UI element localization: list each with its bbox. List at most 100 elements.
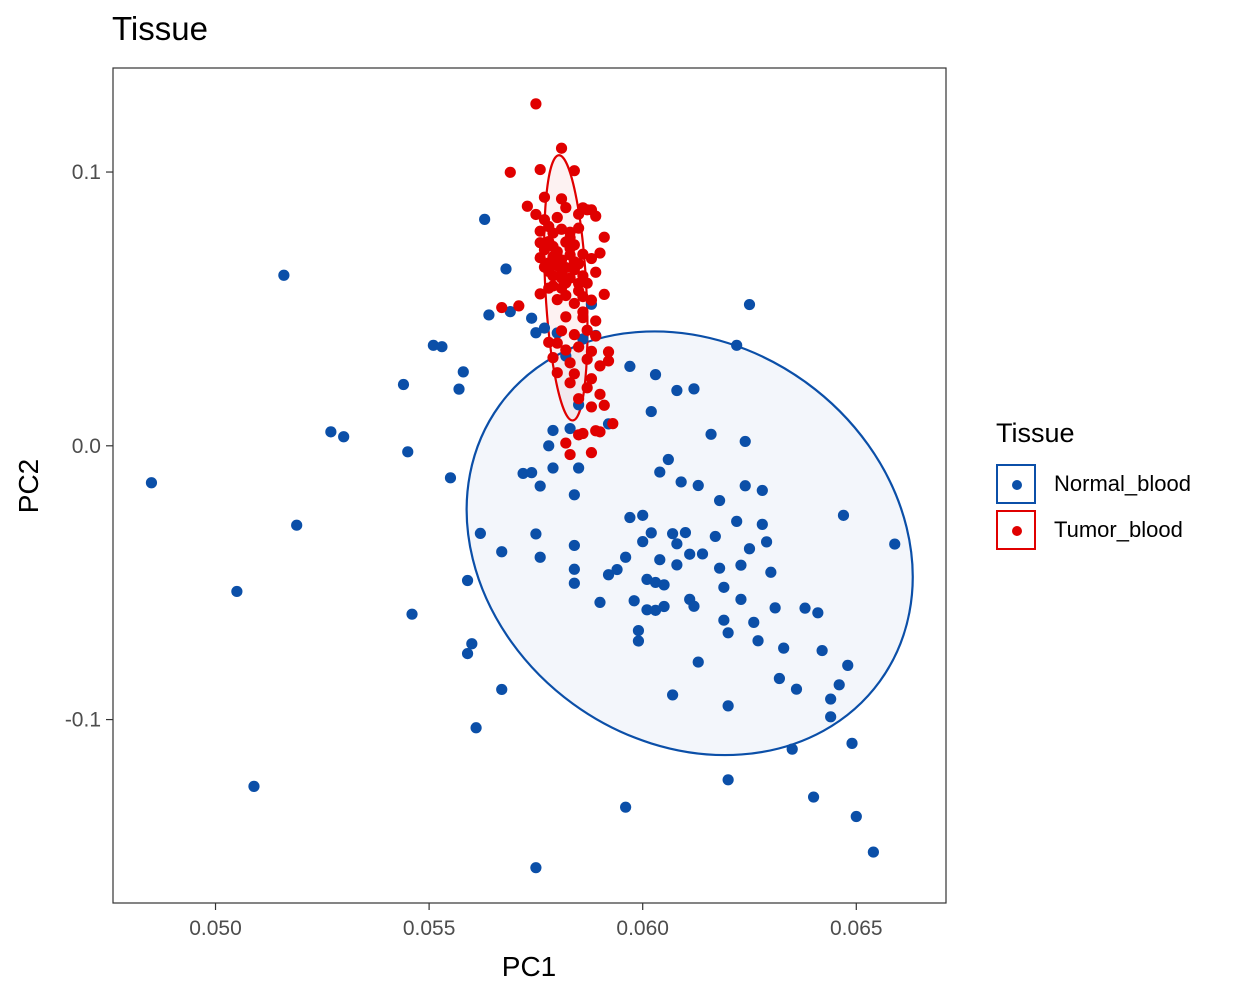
- point-normal-blood: [620, 801, 632, 813]
- point-normal-blood: [739, 480, 751, 492]
- point-tumor-blood: [543, 336, 555, 348]
- point-normal-blood: [731, 339, 743, 351]
- point-tumor-blood: [568, 165, 580, 177]
- point-normal-blood: [517, 467, 529, 480]
- point-tumor-blood: [547, 352, 559, 364]
- ellipse-normal-blood: [465, 330, 914, 757]
- point-tumor-blood: [573, 222, 585, 234]
- point-normal-blood: [722, 774, 734, 786]
- point-normal-blood: [457, 366, 469, 378]
- point-tumor-blood: [577, 427, 589, 440]
- point-normal-blood: [807, 791, 820, 803]
- legend-dot: [1012, 526, 1022, 536]
- chart-title: Tissue: [112, 10, 208, 47]
- point-normal-blood: [461, 574, 474, 587]
- point-normal-blood: [688, 600, 700, 612]
- point-normal-blood: [748, 616, 760, 628]
- point-tumor-blood: [560, 202, 572, 214]
- point-tumor-blood: [560, 437, 572, 449]
- point-tumor-blood: [564, 448, 576, 461]
- point-normal-blood: [718, 614, 730, 626]
- point-normal-blood: [667, 689, 679, 701]
- point-tumor-blood: [581, 324, 593, 336]
- point-normal-blood: [722, 700, 734, 712]
- point-normal-blood: [645, 527, 657, 539]
- point-tumor-blood: [551, 211, 563, 224]
- point-normal-blood: [526, 467, 538, 479]
- point-tumor-blood: [555, 223, 568, 235]
- point-normal-blood: [889, 538, 901, 550]
- point-normal-blood: [671, 559, 683, 571]
- point-normal-blood: [825, 711, 837, 723]
- point-tumor-blood: [551, 367, 563, 379]
- point-normal-blood: [568, 577, 580, 589]
- point-normal-blood: [145, 477, 158, 489]
- point-normal-blood: [568, 489, 580, 501]
- point-tumor-blood: [555, 193, 568, 205]
- point-normal-blood: [461, 647, 474, 660]
- point-normal-blood: [790, 683, 803, 695]
- point-normal-blood: [470, 722, 482, 734]
- point-normal-blood: [671, 538, 683, 550]
- point-tumor-blood: [555, 272, 568, 284]
- x-tick-label: 0.060: [616, 917, 669, 940]
- point-tumor-blood: [581, 204, 593, 216]
- point-normal-blood: [722, 627, 734, 639]
- point-tumor-blood: [590, 266, 602, 278]
- point-normal-blood: [645, 405, 657, 418]
- confidence-ellipses: [465, 154, 914, 757]
- data-points: [145, 98, 901, 874]
- point-tumor-blood: [594, 388, 606, 400]
- point-normal-blood: [620, 551, 632, 563]
- point-normal-blood: [752, 635, 764, 647]
- point-tumor-blood: [538, 261, 551, 273]
- point-normal-blood: [534, 551, 546, 563]
- point-normal-blood: [248, 780, 260, 792]
- point-tumor-blood: [560, 344, 572, 356]
- point-normal-blood: [483, 309, 495, 321]
- point-normal-blood: [709, 530, 721, 543]
- y-tick-label: 0.0: [72, 435, 101, 458]
- point-tumor-blood: [590, 330, 602, 342]
- point-normal-blood: [641, 604, 653, 616]
- point-tumor-blood: [568, 368, 580, 380]
- point-tumor-blood: [547, 251, 559, 263]
- point-normal-blood: [538, 322, 551, 334]
- point-normal-blood: [812, 607, 824, 619]
- point-tumor-blood: [573, 341, 585, 353]
- point-normal-blood: [739, 435, 751, 448]
- point-normal-blood: [611, 563, 623, 576]
- legend-key-tumor-blood: [996, 510, 1036, 550]
- point-tumor-blood: [585, 401, 598, 413]
- point-normal-blood: [436, 341, 448, 353]
- point-normal-blood: [671, 384, 683, 397]
- point-normal-blood: [402, 446, 414, 458]
- point-normal-blood: [658, 579, 670, 591]
- point-normal-blood: [773, 672, 786, 685]
- point-normal-blood: [842, 659, 854, 671]
- point-normal-blood: [325, 426, 337, 438]
- point-normal-blood: [500, 263, 512, 275]
- point-tumor-blood: [538, 191, 551, 203]
- point-normal-blood: [568, 563, 580, 575]
- point-normal-blood: [713, 494, 726, 507]
- legend-item-normal-blood: Normal_blood: [996, 461, 1191, 507]
- point-normal-blood: [786, 743, 798, 755]
- point-normal-blood: [624, 360, 636, 373]
- point-normal-blood: [564, 422, 576, 435]
- point-normal-blood: [530, 327, 542, 339]
- legend-label: Normal_blood: [1054, 471, 1191, 496]
- point-normal-blood: [867, 846, 879, 858]
- legend: Tissue Normal_blood Tumor_blood: [996, 418, 1191, 553]
- point-normal-blood: [679, 526, 692, 539]
- point-normal-blood: [568, 539, 580, 552]
- point-tumor-blood: [530, 208, 542, 221]
- plot-panel-border: [112, 67, 947, 904]
- point-tumor-blood: [594, 360, 606, 372]
- x-tick-label: 0.055: [403, 917, 456, 940]
- point-tumor-blood: [530, 98, 542, 110]
- point-tumor-blood: [594, 426, 606, 438]
- point-tumor-blood: [581, 382, 593, 394]
- point-normal-blood: [526, 312, 538, 324]
- point-tumor-blood: [568, 329, 580, 341]
